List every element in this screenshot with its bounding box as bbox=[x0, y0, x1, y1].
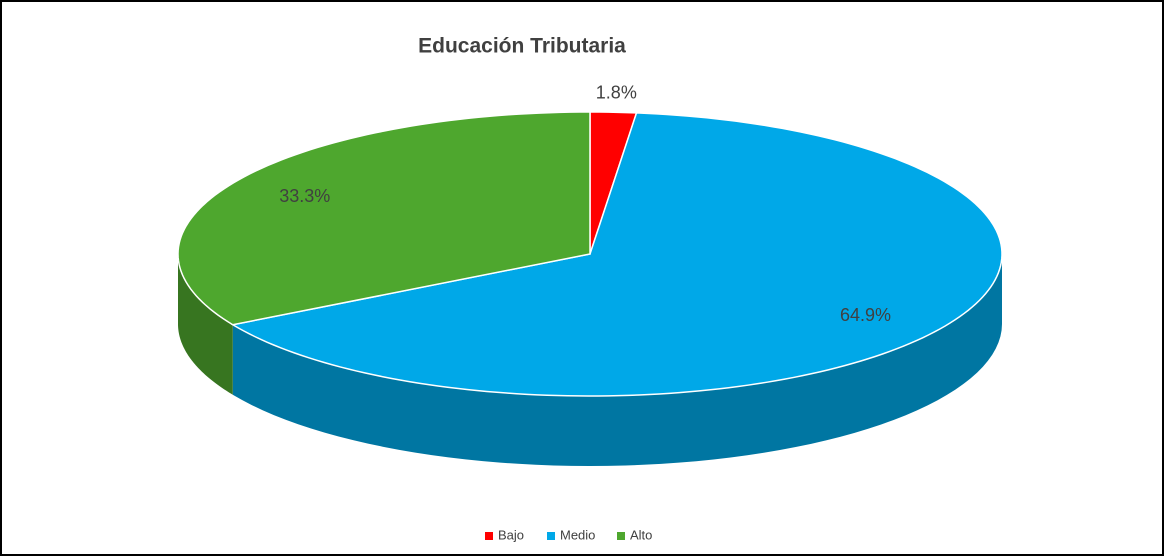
data-label: 1.8% bbox=[596, 83, 637, 103]
slice-side bbox=[178, 254, 233, 395]
legend-swatch bbox=[547, 532, 555, 540]
slice-side bbox=[232, 254, 1003, 466]
data-label: 33.3% bbox=[279, 186, 330, 206]
slice bbox=[230, 112, 1003, 397]
data-label: 64.9% bbox=[840, 305, 891, 325]
slice bbox=[177, 111, 591, 326]
legend-label: Alto bbox=[630, 527, 652, 542]
chart-title: Educación Tributaria bbox=[418, 35, 626, 58]
legend-label: Bajo bbox=[498, 527, 524, 542]
legend-swatch bbox=[485, 532, 493, 540]
legend-label: Medio bbox=[560, 527, 595, 542]
legend-swatch bbox=[617, 532, 625, 540]
